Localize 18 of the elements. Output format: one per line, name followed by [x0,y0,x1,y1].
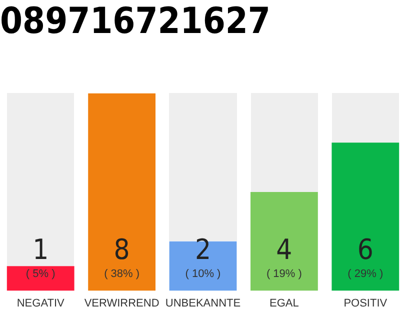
chart-title: 089716721627 [0,0,270,42]
x-tick-label: UNBEKANNTE [165,297,241,310]
bar [88,93,156,291]
data-label: 2 [194,232,212,266]
x-tick-label: NEGATIV [16,297,65,310]
data-label: 8 [114,232,130,266]
x-tick-label: EGAL [270,297,299,310]
data-label: 4 [276,232,292,266]
bar [6,266,74,291]
annotation: ( 38% ) [104,268,140,280]
x-tick-label: VERWIRREND [84,297,160,310]
x-tick-label: POSITIV [344,297,388,310]
annotation: ( 10% ) [185,268,221,280]
annotation: ( 5% ) [26,268,56,280]
annotation: ( 19% ) [266,268,302,280]
data-label: 6 [357,232,374,266]
annotation: ( 29% ) [348,268,384,280]
data-label: 1 [32,232,49,266]
